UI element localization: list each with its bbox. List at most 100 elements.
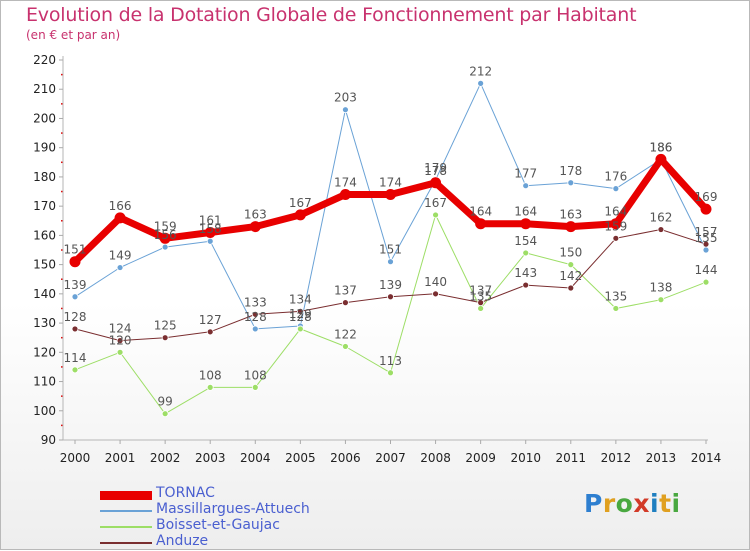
data-label-anduze: 124 bbox=[109, 322, 132, 336]
legend-swatch-tornac bbox=[100, 490, 152, 500]
x-tick-label: 2007 bbox=[375, 451, 406, 465]
legend-swatch-boisset-et-gaujac bbox=[100, 526, 152, 528]
data-label-boisset-et-gaujac: 108 bbox=[244, 368, 267, 382]
y-minor-tick bbox=[61, 307, 63, 310]
y-minor-tick bbox=[61, 103, 63, 105]
x-tick-label: 2004 bbox=[240, 451, 271, 465]
data-label-tornac: 164 bbox=[604, 205, 627, 219]
data-label-boisset-et-gaujac: 128 bbox=[289, 310, 312, 324]
x-tick-label: 2012 bbox=[601, 451, 632, 465]
data-point-massillargues-attuech bbox=[477, 79, 485, 87]
legend-label-tornac: TORNAC bbox=[156, 485, 215, 501]
y-tick-label: 160 bbox=[33, 228, 56, 242]
data-label-anduze: 143 bbox=[514, 266, 537, 280]
data-label-boisset-et-gaujac: 150 bbox=[559, 246, 582, 260]
data-label-boisset-et-gaujac: 135 bbox=[469, 289, 492, 303]
data-point-boisset-et-gaujac bbox=[116, 348, 124, 356]
data-point-tornac bbox=[114, 212, 126, 224]
data-label-tornac: 174 bbox=[379, 175, 402, 189]
data-point-tornac bbox=[475, 218, 487, 230]
data-label-boisset-et-gaujac: 108 bbox=[199, 368, 222, 382]
data-label-massillargues-attuech: 128 bbox=[244, 310, 267, 324]
x-tick-label: 2002 bbox=[150, 451, 181, 465]
data-point-anduze bbox=[702, 240, 710, 248]
data-label-massillargues-attuech: 177 bbox=[514, 167, 537, 181]
data-point-massillargues-attuech bbox=[702, 246, 710, 254]
data-point-massillargues-attuech bbox=[161, 243, 169, 251]
series-layer bbox=[69, 79, 712, 418]
data-label-anduze: 157 bbox=[695, 225, 718, 239]
data-point-boisset-et-gaujac bbox=[702, 278, 710, 286]
data-point-anduze bbox=[206, 328, 214, 336]
logo-letter: P bbox=[584, 489, 603, 518]
x-tick-label: 2001 bbox=[105, 451, 136, 465]
data-point-massillargues-attuech bbox=[71, 293, 79, 301]
y-minor-tick bbox=[61, 278, 63, 280]
data-label-anduze: 128 bbox=[64, 310, 87, 324]
y-minor-tick bbox=[61, 190, 63, 193]
chart-title: Evolution de la Dotation Globale de Fonc… bbox=[26, 4, 637, 26]
data-label-tornac: 163 bbox=[559, 208, 582, 222]
y-tick-label: 150 bbox=[33, 258, 56, 272]
data-point-massillargues-attuech bbox=[342, 106, 349, 114]
data-point-anduze bbox=[522, 281, 530, 289]
y-minor-tick bbox=[61, 73, 63, 76]
chart-subtitle: (en € et par an) bbox=[26, 28, 121, 42]
data-point-boisset-et-gaujac bbox=[477, 305, 485, 312]
x-tick-label: 2009 bbox=[465, 451, 496, 465]
data-point-tornac bbox=[69, 256, 81, 268]
data-point-anduze bbox=[342, 299, 349, 307]
legend-swatch-anduze bbox=[100, 542, 152, 544]
data-label-tornac: 178 bbox=[424, 164, 447, 178]
y-tick-label: 120 bbox=[33, 345, 56, 359]
x-tick-label: 2000 bbox=[60, 451, 91, 465]
data-label-anduze: 139 bbox=[379, 278, 402, 292]
data-point-massillargues-attuech bbox=[116, 264, 124, 271]
data-point-tornac bbox=[385, 188, 396, 200]
data-point-tornac bbox=[610, 218, 622, 230]
data-label-anduze: 133 bbox=[244, 295, 267, 309]
data-point-anduze bbox=[567, 284, 575, 292]
data-label-tornac: 159 bbox=[154, 219, 177, 233]
data-point-tornac bbox=[565, 221, 577, 233]
data-point-tornac bbox=[430, 177, 442, 189]
data-point-boisset-et-gaujac bbox=[612, 305, 620, 312]
x-tick-label: 2005 bbox=[285, 451, 316, 465]
data-label-tornac: 174 bbox=[334, 175, 357, 189]
logo-letter: x bbox=[633, 489, 650, 518]
data-point-tornac bbox=[249, 221, 261, 233]
data-label-boisset-et-gaujac: 135 bbox=[604, 289, 627, 303]
data-point-anduze bbox=[477, 299, 485, 307]
data-point-massillargues-attuech bbox=[206, 237, 214, 245]
data-label-tornac: 151 bbox=[64, 243, 87, 257]
logo-letter: o bbox=[615, 489, 634, 518]
data-point-boisset-et-gaujac bbox=[251, 383, 259, 391]
data-point-tornac bbox=[655, 153, 667, 165]
data-label-massillargues-attuech: 149 bbox=[109, 249, 132, 263]
proxiti-logo: Proxiti bbox=[584, 489, 681, 518]
data-point-tornac bbox=[159, 232, 171, 244]
data-label-massillargues-attuech: 179 bbox=[424, 161, 447, 175]
data-point-boisset-et-gaujac bbox=[161, 410, 169, 418]
data-label-tornac: 166 bbox=[109, 199, 132, 213]
data-label-anduze: 140 bbox=[424, 275, 447, 289]
data-label-boisset-et-gaujac: 154 bbox=[514, 234, 537, 248]
data-point-anduze bbox=[296, 307, 304, 315]
y-tick-label: 110 bbox=[33, 375, 56, 389]
data-label-anduze: 134 bbox=[289, 292, 312, 306]
data-label-massillargues-attuech: 186 bbox=[649, 140, 672, 154]
data-label-tornac: 169 bbox=[695, 190, 718, 204]
data-label-boisset-et-gaujac: 99 bbox=[158, 395, 173, 409]
data-label-boisset-et-gaujac: 113 bbox=[379, 354, 402, 368]
data-point-anduze bbox=[251, 310, 259, 318]
data-point-anduze bbox=[161, 334, 169, 342]
y-tick-label: 140 bbox=[33, 287, 56, 301]
data-label-massillargues-attuech: 139 bbox=[64, 278, 87, 292]
data-label-tornac: 163 bbox=[244, 208, 267, 222]
y-tick-label: 130 bbox=[33, 316, 56, 330]
y-minor-tick bbox=[61, 424, 63, 427]
data-point-anduze bbox=[71, 325, 79, 333]
y-minor-tick bbox=[61, 366, 63, 368]
axes: 90 100 110 120 130 140 150 160 170 180 190 200 210 22… bbox=[33, 53, 721, 465]
legend-label-anduze: Anduze bbox=[156, 533, 209, 549]
